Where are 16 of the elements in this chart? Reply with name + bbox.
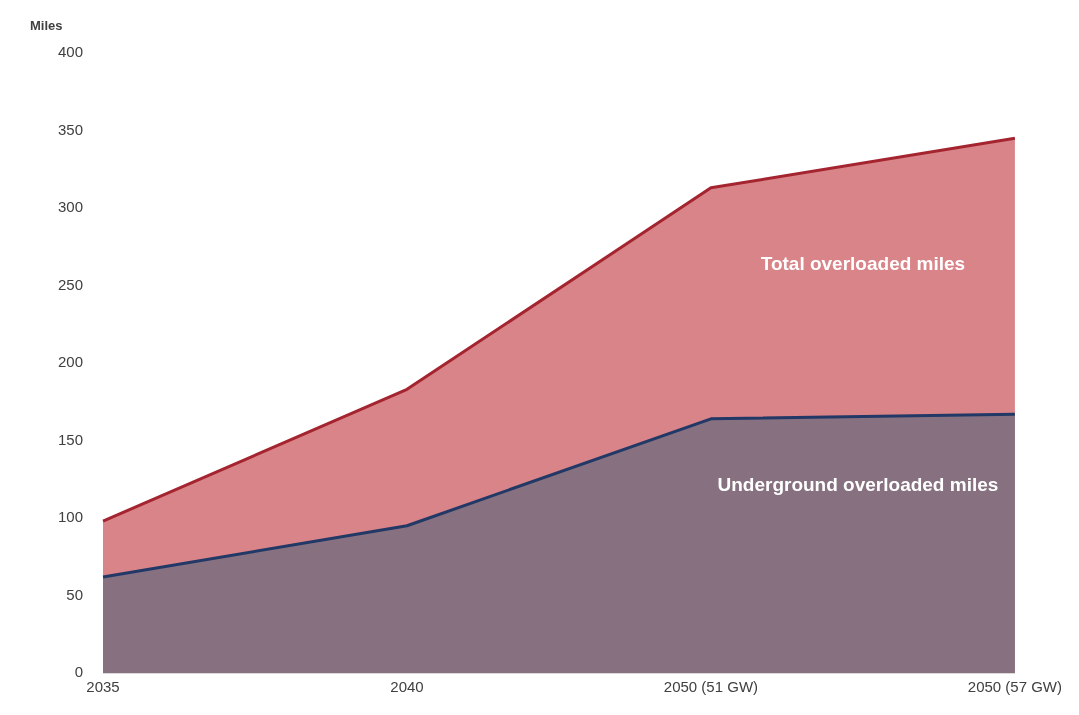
- x-tick-label: 2050 (51 GW): [663, 678, 759, 696]
- y-axis-title: Miles: [30, 17, 63, 33]
- y-tick-label: 100: [58, 508, 84, 526]
- x-tick-label: 2040: [390, 678, 424, 696]
- y-tick-label: 300: [58, 198, 84, 216]
- x-tick-label: 2035: [86, 678, 120, 696]
- x-tick-label: 2050 (57 GW): [967, 678, 1063, 696]
- y-tick-label: 0: [74, 663, 84, 681]
- y-tick-label: 200: [58, 353, 84, 371]
- y-tick-label: 350: [58, 120, 84, 138]
- series-label: Underground overloaded miles: [717, 473, 999, 495]
- y-tick-label: 150: [58, 430, 84, 448]
- series-label: Total overloaded miles: [760, 252, 966, 274]
- y-tick-label: 400: [58, 43, 84, 61]
- y-tick-label: 50: [66, 585, 84, 603]
- y-tick-label: 250: [58, 275, 84, 293]
